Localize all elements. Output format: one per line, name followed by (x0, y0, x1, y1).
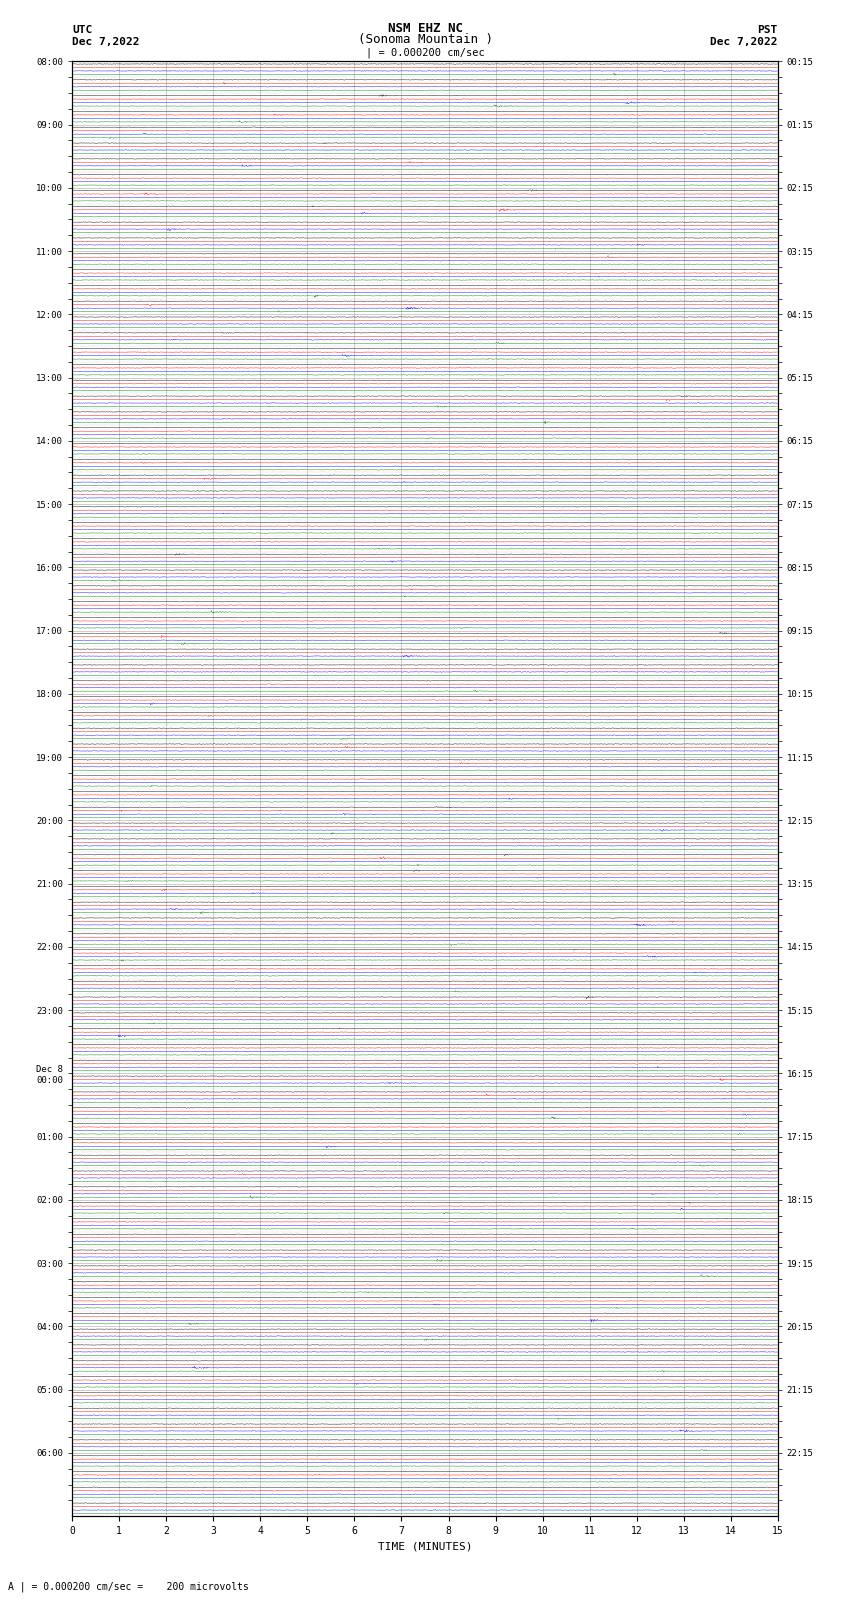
X-axis label: TIME (MINUTES): TIME (MINUTES) (377, 1542, 473, 1552)
Text: Dec 7,2022: Dec 7,2022 (72, 37, 139, 47)
Text: UTC: UTC (72, 24, 93, 35)
Text: Dec 7,2022: Dec 7,2022 (711, 37, 778, 47)
Text: A | = 0.000200 cm/sec =    200 microvolts: A | = 0.000200 cm/sec = 200 microvolts (8, 1581, 249, 1592)
Text: NSM EHZ NC: NSM EHZ NC (388, 21, 462, 35)
Text: PST: PST (757, 24, 778, 35)
Text: | = 0.000200 cm/sec: | = 0.000200 cm/sec (366, 47, 484, 58)
Text: (Sonoma Mountain ): (Sonoma Mountain ) (358, 32, 492, 45)
